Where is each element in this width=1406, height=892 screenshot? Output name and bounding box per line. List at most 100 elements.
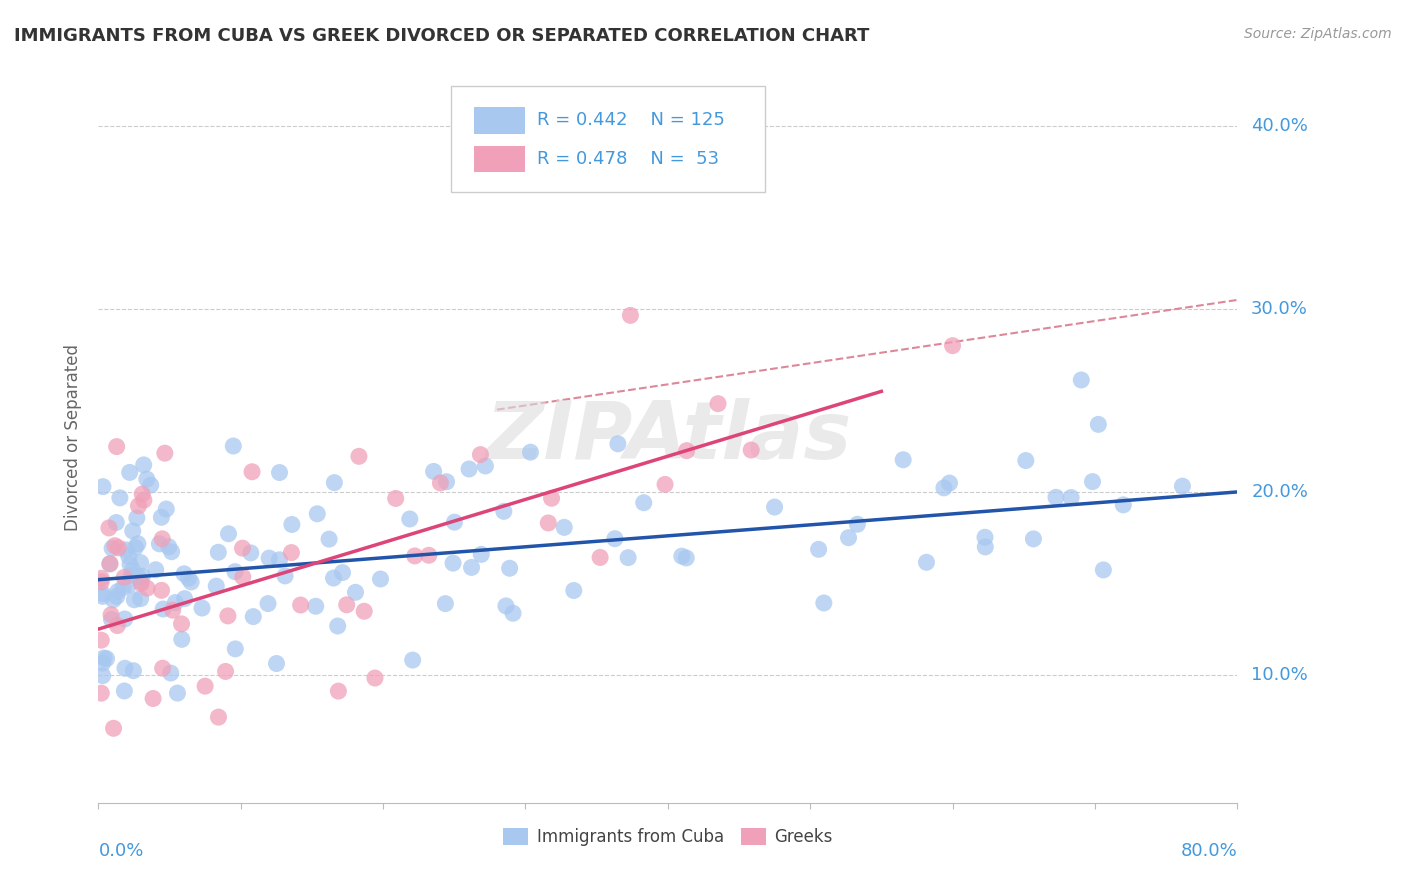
Point bbox=[474, 458, 496, 473]
Point bbox=[974, 540, 997, 554]
Point bbox=[1092, 563, 1115, 577]
Point bbox=[429, 475, 451, 490]
Point bbox=[257, 597, 280, 611]
Point bbox=[173, 591, 195, 606]
Point bbox=[129, 576, 152, 591]
Point bbox=[114, 612, 136, 626]
Point bbox=[129, 591, 152, 606]
Point bbox=[105, 590, 128, 604]
Point bbox=[159, 666, 181, 681]
Point bbox=[502, 606, 524, 620]
Point bbox=[498, 561, 520, 575]
Point bbox=[122, 664, 145, 678]
Point bbox=[384, 491, 406, 506]
Point bbox=[838, 531, 860, 545]
Point bbox=[370, 572, 392, 586]
Point bbox=[90, 574, 112, 589]
Text: 10.0%: 10.0% bbox=[1251, 665, 1308, 684]
Point bbox=[322, 571, 344, 585]
Point bbox=[107, 584, 129, 599]
Point bbox=[177, 571, 200, 585]
Point bbox=[318, 532, 340, 546]
Point bbox=[307, 507, 329, 521]
Point bbox=[1015, 453, 1038, 467]
Point bbox=[328, 684, 350, 698]
Legend: Immigrants from Cuba, Greeks: Immigrants from Cuba, Greeks bbox=[496, 822, 839, 853]
Point bbox=[121, 524, 143, 538]
Point bbox=[100, 607, 122, 622]
Point bbox=[675, 550, 697, 565]
Point bbox=[224, 565, 246, 579]
Point bbox=[1087, 417, 1109, 432]
Point bbox=[242, 609, 264, 624]
Point bbox=[214, 665, 236, 679]
Point bbox=[105, 618, 128, 632]
Point bbox=[132, 493, 155, 508]
Point bbox=[105, 516, 128, 530]
Point bbox=[740, 443, 762, 458]
Point bbox=[974, 530, 997, 544]
Point bbox=[127, 570, 149, 584]
Point bbox=[103, 592, 125, 607]
Point bbox=[160, 545, 183, 559]
Point bbox=[404, 549, 426, 563]
Point bbox=[162, 603, 184, 617]
Point bbox=[90, 633, 112, 648]
Point bbox=[266, 657, 288, 671]
Point bbox=[131, 487, 153, 501]
Point bbox=[218, 526, 240, 541]
Point bbox=[353, 604, 375, 618]
Point bbox=[112, 570, 135, 584]
Point bbox=[606, 437, 628, 451]
Point bbox=[280, 545, 302, 559]
Point bbox=[326, 619, 349, 633]
Point bbox=[152, 661, 174, 675]
Point bbox=[915, 555, 938, 569]
Point bbox=[619, 309, 641, 323]
Point bbox=[98, 557, 121, 571]
Point bbox=[205, 579, 228, 593]
Point bbox=[942, 338, 965, 352]
Point bbox=[96, 651, 118, 665]
Point bbox=[418, 549, 440, 563]
Text: 0.0%: 0.0% bbox=[98, 842, 143, 860]
Point bbox=[170, 616, 193, 631]
Point bbox=[269, 466, 291, 480]
Point bbox=[603, 532, 626, 546]
Text: R = 0.478    N =  53: R = 0.478 N = 53 bbox=[537, 150, 718, 168]
Point bbox=[589, 550, 612, 565]
Point bbox=[675, 443, 697, 458]
Point bbox=[120, 568, 142, 582]
Point bbox=[562, 583, 585, 598]
Point bbox=[1171, 479, 1194, 493]
Point bbox=[191, 601, 214, 615]
Point bbox=[239, 546, 262, 560]
Point bbox=[633, 496, 655, 510]
Point bbox=[519, 445, 541, 459]
Point bbox=[846, 517, 869, 532]
Point bbox=[124, 592, 146, 607]
Point bbox=[118, 549, 141, 564]
Point bbox=[470, 547, 492, 561]
Point bbox=[101, 541, 124, 556]
Point bbox=[231, 541, 253, 556]
Point bbox=[813, 596, 835, 610]
Point bbox=[150, 583, 173, 598]
Point bbox=[434, 597, 457, 611]
Point bbox=[763, 500, 786, 514]
Point bbox=[436, 475, 458, 489]
Text: ZIPAtlas: ZIPAtlas bbox=[485, 398, 851, 476]
Point bbox=[108, 491, 131, 505]
Point bbox=[165, 596, 187, 610]
Text: 20.0%: 20.0% bbox=[1251, 483, 1308, 501]
Point bbox=[1022, 532, 1045, 546]
Point bbox=[142, 691, 165, 706]
Point bbox=[118, 577, 141, 591]
Point bbox=[152, 602, 174, 616]
Point bbox=[891, 452, 914, 467]
Point bbox=[540, 491, 562, 506]
Point bbox=[150, 532, 173, 546]
Point bbox=[139, 478, 162, 492]
Point bbox=[938, 476, 960, 491]
Point bbox=[114, 661, 136, 675]
